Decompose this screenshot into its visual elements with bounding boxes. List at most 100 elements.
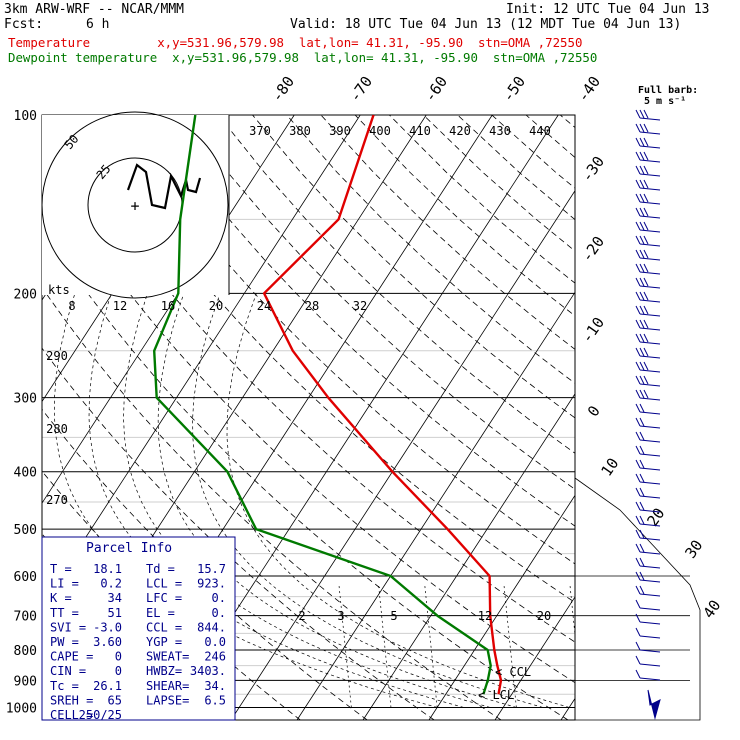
parcel-title: Parcel Info — [86, 541, 172, 556]
wind-barb-staff — [639, 439, 661, 443]
parcel-value: 923. — [197, 577, 226, 591]
hodograph-trace — [126, 163, 202, 210]
parcel-key: SVI = — [50, 620, 86, 634]
wind-barb-staff — [639, 369, 661, 373]
dry-adiabat — [491, 115, 575, 189]
wind-barb-staff — [639, 481, 661, 485]
parcel-value: 3403. — [190, 664, 226, 678]
wind-barb-flag — [635, 641, 641, 651]
isotherm-label: -80 — [268, 73, 298, 106]
ccl-label: < CCL — [495, 665, 531, 679]
parcel-key: TT = — [50, 606, 79, 620]
surface-wind-barb — [647, 689, 661, 720]
wind-barb — [635, 627, 661, 639]
wind-barb-flag — [643, 179, 649, 189]
wind-barb-flag — [639, 375, 645, 385]
wind-barb-flag — [635, 669, 641, 679]
wind-barb-flag — [635, 263, 641, 273]
wind-barb — [635, 137, 661, 149]
dewpoint-profile — [153, 115, 492, 695]
parcel-value: 0 — [115, 664, 122, 678]
pressure-label: 600 — [14, 570, 37, 585]
wind-barb-flag — [635, 123, 641, 133]
wind-barb — [635, 599, 661, 611]
wind-barb-flag — [635, 305, 641, 315]
wind-barb-flag — [635, 375, 641, 385]
wind-barb-flag — [643, 221, 649, 231]
wind-barb-flag — [639, 263, 645, 273]
wind-barb-staff — [639, 173, 661, 177]
isotherm-line — [362, 393, 575, 721]
dry-adiabat — [115, 115, 575, 565]
wind-barb-staff — [639, 257, 661, 261]
pressure-label: 200 — [14, 287, 37, 302]
wind-barb — [635, 431, 661, 443]
wind-barb-flag — [635, 193, 641, 203]
mixing-ratio-label: 20 — [537, 609, 551, 623]
init-time: Init: 12 UTC Tue 04 Jun 13 — [506, 2, 710, 17]
parcel-key: Td = — [146, 562, 175, 576]
wind-barb-flag — [635, 109, 641, 119]
theta-label: 370 — [249, 124, 271, 138]
mixing-ratio-label: 3 — [337, 609, 344, 623]
wind-barb-staff — [639, 551, 661, 555]
dry-adiabat — [389, 115, 575, 284]
wind-barb-staff — [639, 145, 661, 149]
wind-barb-flag — [639, 431, 645, 441]
pressure-label: 300 — [14, 392, 37, 407]
wind-barb — [635, 389, 661, 401]
parcel-key: PW = — [50, 635, 79, 649]
wind-barb — [635, 361, 661, 373]
parcel-key: LFC = — [146, 591, 182, 605]
wind-barb-staff — [639, 411, 661, 415]
dry-adiabat — [149, 115, 575, 527]
wind-barb-flag — [643, 151, 649, 161]
parcel-key: SWEAT= — [146, 650, 189, 664]
wind-barb-staff — [639, 635, 661, 639]
wind-barb — [635, 249, 661, 261]
theta-label: 410 — [409, 124, 431, 138]
wind-barb-flag — [639, 109, 645, 119]
wind-barb-flag — [639, 571, 645, 581]
parcel-value: -3.0 — [93, 620, 122, 634]
mixing-ratio-line — [424, 584, 438, 708]
wind-barb-staff — [639, 355, 661, 359]
dry-adiabat — [42, 347, 435, 721]
wind-barb — [635, 655, 661, 667]
temperature-profile — [262, 115, 503, 695]
mixing-ratio-line — [569, 584, 575, 639]
wind-axis-label: 16 — [161, 299, 175, 313]
wind-barb-flag — [643, 291, 649, 301]
wind-barb-flag — [639, 207, 645, 217]
theta-side-label: 270 — [46, 493, 68, 507]
parcel-value: 65 — [108, 693, 122, 707]
isotherm-label: -10 — [578, 314, 608, 347]
wind-barb-flag — [639, 151, 645, 161]
theta-label: 420 — [449, 124, 471, 138]
dry-adiabat — [183, 115, 575, 490]
wind-barb-staff — [639, 607, 661, 611]
wind-barb-staff — [639, 215, 661, 219]
wind-barb-flag — [635, 613, 641, 623]
parcel-value: 15.7 — [197, 562, 226, 576]
pressure-label: 500 — [14, 523, 37, 538]
wind-barb — [635, 501, 661, 513]
parcel-key: YGP = — [146, 635, 182, 649]
wind-barb-flag — [635, 347, 641, 357]
wind-barb-staff — [639, 593, 661, 597]
theta-label: 400 — [369, 124, 391, 138]
wind-barb-staff — [639, 243, 661, 247]
wind-barb-flag — [639, 179, 645, 189]
wind-barb — [635, 291, 661, 303]
wind-barb-flag — [639, 249, 645, 259]
wind-barb — [635, 445, 661, 457]
wind-barb-staff — [639, 341, 661, 345]
wind-barb-flag — [639, 543, 645, 553]
wind-barb-flag — [643, 305, 649, 315]
theta-label: 430 — [489, 124, 511, 138]
wind-barb-staff — [639, 285, 661, 289]
wind-barb-staff — [639, 579, 661, 583]
dewpoint-legend: Dewpoint temperature x,y=531.96,579.98 l… — [8, 50, 598, 65]
wind-barb-flag — [635, 389, 641, 399]
wind-barb — [635, 459, 661, 471]
